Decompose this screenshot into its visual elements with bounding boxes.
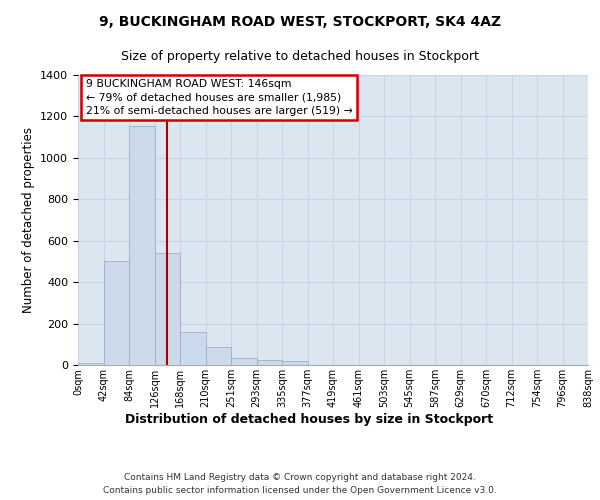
Text: Distribution of detached houses by size in Stockport: Distribution of detached houses by size … <box>125 412 493 426</box>
Bar <box>104 262 129 365</box>
Text: Contains public sector information licensed under the Open Government Licence v3: Contains public sector information licen… <box>103 486 497 495</box>
Bar <box>78 364 104 365</box>
Bar <box>205 348 231 365</box>
Y-axis label: Number of detached properties: Number of detached properties <box>22 127 35 313</box>
Text: Size of property relative to detached houses in Stockport: Size of property relative to detached ho… <box>121 50 479 63</box>
Bar <box>155 253 180 365</box>
Bar <box>282 362 308 365</box>
Bar <box>257 360 282 365</box>
Bar <box>129 126 155 365</box>
Text: Contains HM Land Registry data © Crown copyright and database right 2024.: Contains HM Land Registry data © Crown c… <box>124 472 476 482</box>
Bar <box>180 332 205 365</box>
Text: 9 BUCKINGHAM ROAD WEST: 146sqm
← 79% of detached houses are smaller (1,985)
21% : 9 BUCKINGHAM ROAD WEST: 146sqm ← 79% of … <box>86 80 352 116</box>
Bar <box>231 358 257 365</box>
Text: 9, BUCKINGHAM ROAD WEST, STOCKPORT, SK4 4AZ: 9, BUCKINGHAM ROAD WEST, STOCKPORT, SK4 … <box>99 15 501 29</box>
